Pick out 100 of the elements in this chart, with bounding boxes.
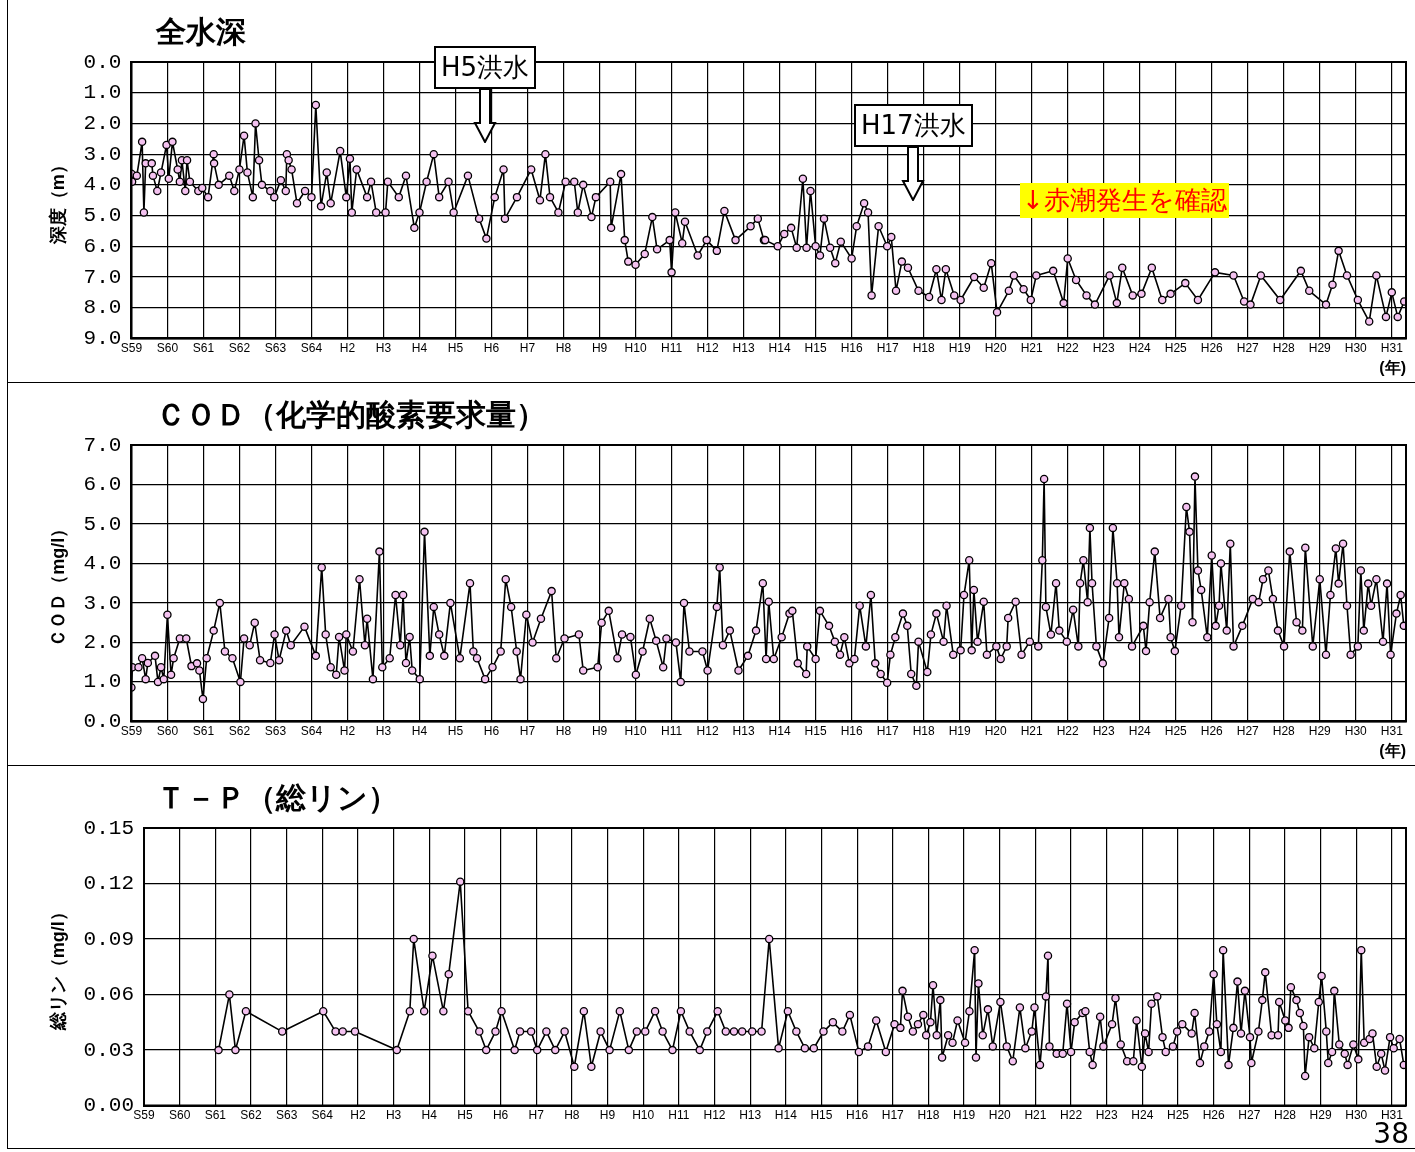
x-tick-label: H14 (768, 723, 791, 738)
x-tick-label: H7 (519, 340, 536, 355)
x-tick-label: S63 (264, 340, 287, 355)
x-tick-label: H15 (804, 723, 827, 738)
x-tick-label: H16 (840, 723, 863, 738)
x-tick-label: H25 (1164, 723, 1188, 738)
y-tick-label: 0.09 (83, 927, 135, 951)
x-tick-label: H31 (1380, 723, 1404, 738)
x-tick-label: H27 (1236, 723, 1260, 738)
x-tick-label: H3 (385, 1108, 402, 1123)
x-tick-label: H31 (1380, 340, 1404, 355)
x-tick-label: H15 (804, 340, 827, 355)
y-tick-label: 7.0 (83, 265, 122, 289)
x-tick-label: H11 (661, 340, 683, 355)
y-tick-label: 2.0 (83, 111, 122, 135)
x-tick-label: H10 (624, 340, 647, 355)
x-tick-label: H30 (1344, 723, 1368, 738)
x-tick-label: H29 (1308, 723, 1332, 738)
x-tick-label: H3 (375, 723, 392, 738)
x-tick-label: S62 (228, 723, 251, 738)
x-tick-label: H11 (661, 723, 683, 738)
x-tick-label: H20 (984, 340, 1007, 355)
x-tick-label: H16 (840, 340, 863, 355)
x-tick-label: H14 (768, 340, 791, 355)
x-tick-label: H4 (411, 340, 428, 355)
x-tick-label: S60 (156, 340, 179, 355)
x-tick-label: H10 (632, 1108, 655, 1123)
x-axis-title: (年) (1379, 741, 1406, 759)
x-tick-label: H17 (876, 340, 899, 355)
x-tick-label: H26 (1200, 340, 1224, 355)
y-tick-label: 4.0 (83, 552, 122, 576)
chart-title: Ｔ－Ｐ（総リン） (156, 779, 398, 817)
x-tick-label: H18 (912, 723, 935, 738)
x-tick-label: H19 (953, 1108, 976, 1123)
x-tick-label: H20 (988, 1108, 1012, 1123)
x-tick-label: H7 (519, 723, 536, 738)
x-tick-label: H12 (703, 1108, 726, 1123)
x-tick-label: H2 (339, 340, 356, 355)
x-tick-label: H22 (1056, 723, 1080, 738)
y-tick-label: 4.0 (83, 173, 122, 197)
y-tick-label: 0.0 (83, 709, 122, 733)
y-tick-label: 0.15 (83, 816, 135, 840)
chart-title: 全水深 (156, 13, 246, 51)
y-tick-label: 9.0 (83, 326, 122, 350)
x-tick-label: S64 (300, 723, 323, 738)
x-tick-label: H2 (350, 1108, 366, 1123)
x-tick-label: H16 (846, 1108, 869, 1123)
y-tick-label: 0.0 (83, 50, 122, 74)
x-tick-label: S61 (192, 723, 215, 738)
x-tick-label: H20 (984, 723, 1007, 738)
x-tick-label: S61 (192, 340, 215, 355)
x-tick-label: H23 (1095, 1108, 1119, 1123)
y-tick-label: 0.00 (83, 1094, 135, 1118)
x-tick-label: H29 (1308, 340, 1332, 355)
x-tick-label: S59 (120, 340, 143, 355)
x-tick-label: H17 (881, 1108, 905, 1123)
x-tick-label: H19 (948, 340, 971, 355)
x-tick-label: H28 (1272, 340, 1296, 355)
y-axis-title: 深度（m） (47, 156, 68, 246)
x-tick-label: H10 (624, 723, 647, 738)
x-tick-label: H6 (492, 1108, 509, 1123)
y-tick-label: 2.0 (83, 630, 122, 654)
x-tick-label: H27 (1236, 340, 1260, 355)
x-tick-label: H14 (774, 1108, 798, 1123)
x-tick-label: H21 (1020, 723, 1044, 738)
x-tick-label: H29 (1309, 1108, 1332, 1123)
x-tick-label: H7 (528, 1108, 545, 1123)
x-tick-label: H22 (1060, 1108, 1083, 1123)
x-tick-label: H26 (1202, 1108, 1225, 1123)
x-tick-label: H5 (447, 723, 464, 738)
x-tick-label: H4 (411, 723, 428, 738)
x-tick-label: S64 (300, 340, 323, 355)
x-tick-label: H22 (1056, 340, 1080, 355)
x-tick-label: H2 (339, 723, 356, 738)
x-tick-label: H21 (1024, 1108, 1047, 1123)
x-tick-label: H3 (375, 340, 392, 355)
x-tick-label: H13 (732, 723, 755, 738)
x-tick-label: H26 (1200, 723, 1224, 738)
y-tick-label: 0.12 (83, 872, 135, 896)
annotation: H5洪水 (434, 46, 537, 89)
y-tick-label: 8.0 (83, 296, 122, 320)
y-tick-label: 6.0 (83, 234, 122, 258)
y-tick-label: 5.0 (83, 204, 122, 228)
x-tick-label: S63 (275, 1108, 298, 1123)
y-tick-label: 5.0 (83, 512, 122, 536)
x-tick-label: H15 (810, 1108, 833, 1123)
x-tick-label: H9 (599, 1108, 616, 1123)
y-tick-label: 0.06 (83, 983, 135, 1007)
x-tick-label: H12 (696, 340, 719, 355)
x-tick-label: S59 (120, 723, 143, 738)
y-axis-title: 総リン（mg/l） (47, 903, 68, 1032)
y-axis-title: ＣＯＤ（mg/l） (47, 519, 68, 647)
annotation: ↓赤潮発生を確認 (1020, 183, 1229, 218)
x-tick-label: H12 (696, 723, 719, 738)
y-tick-label: 0.03 (83, 1038, 135, 1062)
x-tick-label: S63 (264, 723, 287, 738)
y-tick-label: 6.0 (83, 473, 122, 497)
x-tick-label: H18 (912, 340, 935, 355)
x-tick-label: H24 (1128, 723, 1152, 738)
x-tick-label: H23 (1092, 340, 1116, 355)
